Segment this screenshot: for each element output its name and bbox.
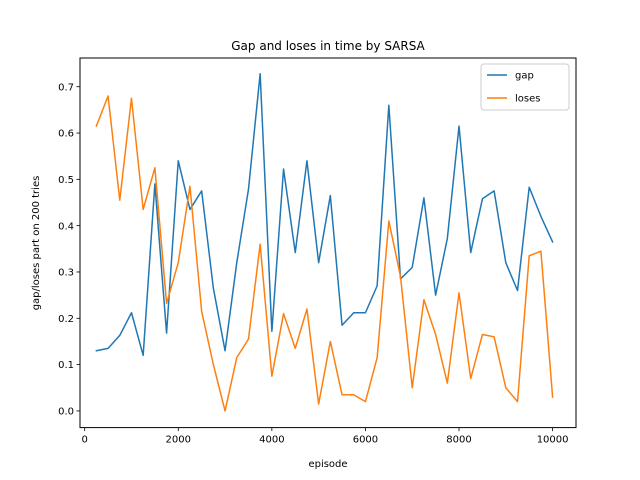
y-tick-label: 0.7: [58, 82, 74, 93]
x-tick-label: 4000: [259, 435, 284, 446]
y-tick-label: 0.0: [58, 407, 74, 418]
y-tick-label: 0.5: [58, 175, 74, 186]
y-tick-label: 0.1: [58, 360, 74, 371]
x-tick-label: 0: [81, 435, 87, 446]
legend-label-loses: loses: [515, 94, 540, 105]
chart-title: Gap and loses in time by SARSA: [231, 39, 425, 53]
plot-frame: [79, 57, 577, 429]
x-tick-label: 2000: [166, 435, 191, 446]
y-tick-label: 0.4: [58, 221, 74, 232]
y-axis-label: gap/loses part on 200 tries: [31, 176, 42, 311]
plot-area: [95, 73, 554, 412]
legend: gap loses: [480, 63, 570, 111]
legend-label-gap: gap: [515, 71, 534, 82]
x-axis-label: episode: [308, 459, 347, 470]
series-line-gap: [95, 73, 554, 357]
y-tick-label: 0.2: [58, 314, 74, 325]
x-tick-label: 6000: [353, 435, 378, 446]
x-tick-label: 10000: [537, 435, 569, 446]
y-tick-label: 0.3: [58, 268, 74, 279]
y-axis: 0.0 0.1 0.2 0.3 0.4 0.5 0.6 0.7: [58, 82, 80, 418]
x-axis: 0 2000 4000 6000 8000 10000: [81, 427, 569, 446]
y-tick-label: 0.6: [58, 129, 74, 140]
series-line-loses: [95, 95, 554, 412]
x-tick-label: 8000: [446, 435, 471, 446]
